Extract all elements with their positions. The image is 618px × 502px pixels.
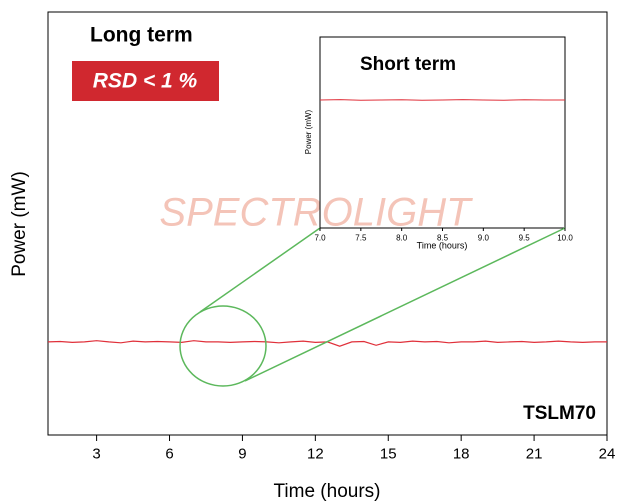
plot-frame <box>47 11 608 436</box>
zoom-circle <box>179 305 267 387</box>
x-axis-label: Time (hours) <box>274 481 381 502</box>
x-tick-label: 24 <box>599 445 616 462</box>
zoom-line <box>199 227 321 313</box>
annotation-box <box>72 61 219 101</box>
x-tick-label: 9.5 <box>519 233 531 242</box>
x-tick-label: 8.0 <box>396 233 408 242</box>
annotation: TSLM70 <box>523 403 596 424</box>
y-axis-label: Power (mW) <box>9 171 30 277</box>
x-tick-label: 3 <box>92 445 100 462</box>
x-tick-label: 10.0 <box>557 233 573 242</box>
x-tick-label: 12 <box>307 445 324 462</box>
x-tick-label: 21 <box>526 445 543 462</box>
x-tick-label: 9.0 <box>478 233 490 242</box>
x-tick-label: 8.5 <box>437 233 449 242</box>
x-tick-label: 18 <box>453 445 470 462</box>
x-tick-label: 15 <box>380 445 397 462</box>
zoom-line <box>244 227 566 382</box>
x-tick-label: 9 <box>238 445 246 462</box>
inset-title: Short term <box>360 54 456 75</box>
inset-y-label: Power (mW) <box>304 109 313 154</box>
watermark: SPECTROLIGHT <box>159 191 473 235</box>
annotation: Long term <box>90 24 193 47</box>
x-tick-label: 7.0 <box>314 233 326 242</box>
x-tick-label: 6 <box>165 445 173 462</box>
x-tick-label: 7.5 <box>355 233 367 242</box>
inset-x-label: Time (hours) <box>417 240 468 250</box>
annotation: RSD < 1 % <box>93 70 198 93</box>
power-line <box>319 99 565 101</box>
